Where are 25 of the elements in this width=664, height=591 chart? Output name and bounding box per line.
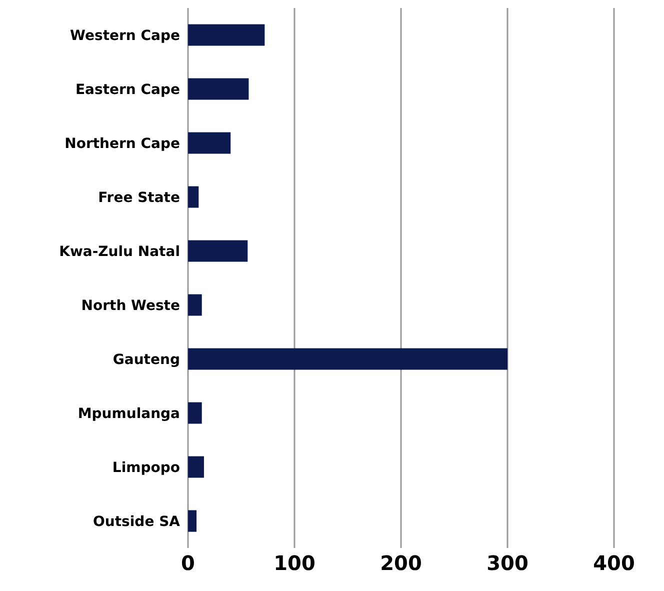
y-tick-label: Western Cape xyxy=(70,28,180,44)
bar xyxy=(188,294,202,316)
bar xyxy=(188,186,199,208)
x-tick-label: 400 xyxy=(593,551,635,576)
bar xyxy=(188,348,508,370)
x-tick-label: 200 xyxy=(380,551,422,576)
bar xyxy=(188,132,231,154)
bar xyxy=(188,456,204,478)
y-tick-label: Outside SA xyxy=(92,514,180,530)
bar xyxy=(188,510,197,532)
y-tick-label: Limpopo xyxy=(112,460,180,476)
y-tick-label: Gauteng xyxy=(112,352,180,368)
bar xyxy=(188,402,202,424)
y-tick-label: Kwa-Zulu Natal xyxy=(59,244,180,260)
y-tick-label: Mpumulanga xyxy=(78,406,180,422)
x-tick-label: 300 xyxy=(486,551,528,576)
y-tick-label: Eastern Cape xyxy=(75,82,180,98)
bar xyxy=(188,240,248,262)
y-tick-label: North Weste xyxy=(81,298,180,314)
y-tick-label: Free State xyxy=(98,190,180,206)
bar xyxy=(188,24,265,46)
x-tick-label: 100 xyxy=(274,551,316,576)
y-tick-label: Northern Cape xyxy=(64,136,180,152)
bar xyxy=(188,78,249,100)
x-tick-label: 0 xyxy=(181,551,195,576)
